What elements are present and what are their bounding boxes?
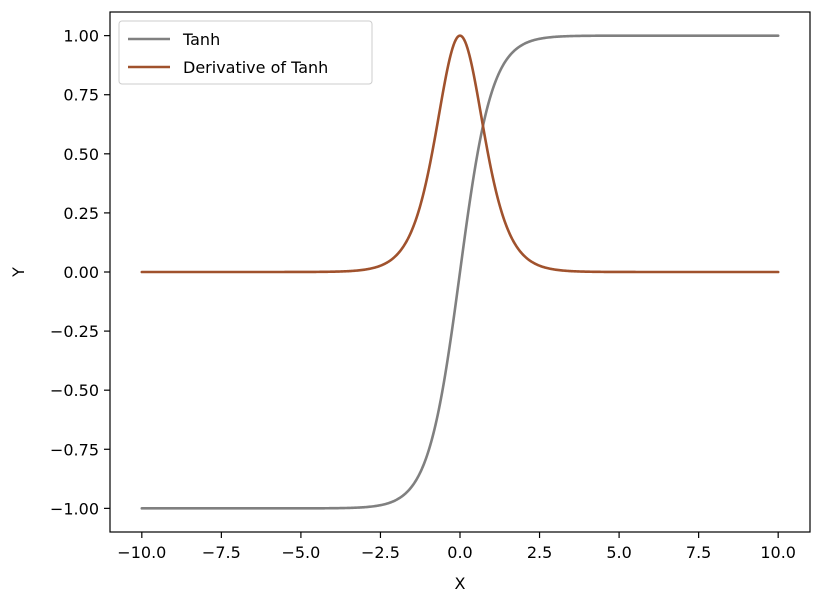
x-tick-label: −10.0	[117, 543, 166, 562]
x-tick-label: 0.0	[447, 543, 472, 562]
y-tick-label: 0.50	[63, 145, 99, 164]
x-tick-label: 7.5	[686, 543, 711, 562]
y-tick-label: 1.00	[63, 27, 99, 46]
legend-box	[118, 20, 373, 85]
y-axis: 1.00 0.75 0.50 0.25 0.00 −0.25 −0.50 −0.75 −1.00	[50, 27, 110, 518]
y-tick-label: 0.25	[63, 204, 99, 223]
x-axis: −10.0 −7.5 −5.0 −2.5 0.0 2.5 5.0 7.5 10.0	[117, 532, 796, 562]
x-tick-label: 5.0	[606, 543, 631, 562]
x-tick-label: 2.5	[527, 543, 552, 562]
y-tick-label: −0.25	[50, 322, 99, 341]
x-axis-label: X	[455, 574, 466, 593]
x-tick-label: 10.0	[760, 543, 796, 562]
legend: Tanh Derivative of Tanh	[118, 20, 373, 85]
legend-label-derivative: Derivative of Tanh	[183, 58, 328, 77]
y-tick-label: 0.75	[63, 86, 99, 105]
x-tick-label: −7.5	[202, 543, 241, 562]
series-line-tanh	[140, 34, 780, 510]
y-tick-label: 0.00	[63, 263, 99, 282]
y-axis-label: Y	[9, 267, 28, 278]
legend-label-tanh: Tanh	[182, 30, 220, 49]
x-tick-label: −2.5	[361, 543, 400, 562]
y-tick-label: −0.50	[50, 381, 99, 400]
series-line-derivative-of-tanh	[140, 34, 780, 274]
series-layer	[140, 34, 780, 510]
y-tick-label: −0.75	[50, 440, 99, 459]
x-tick-label: −5.0	[281, 543, 320, 562]
y-tick-label: −1.00	[50, 499, 99, 518]
